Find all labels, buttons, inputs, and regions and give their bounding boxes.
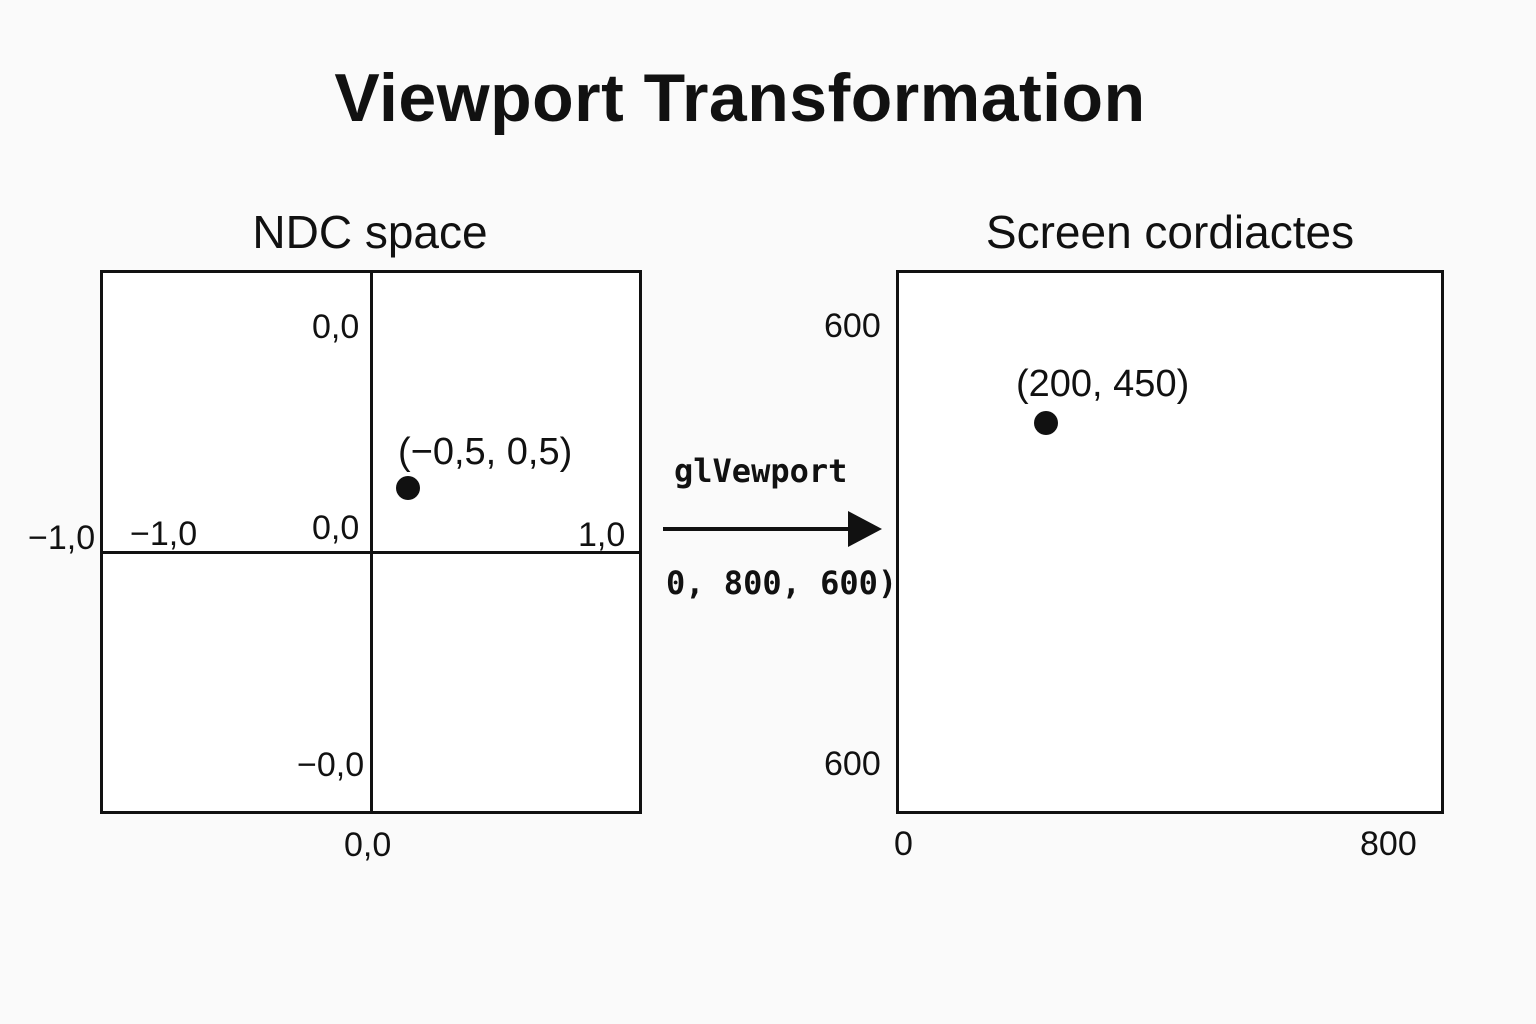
screen-left-bottom-label: 600 <box>824 745 881 783</box>
screen-bottom-left-label: 0 <box>894 825 913 863</box>
diagram-title: Viewport Transformation <box>334 60 1146 136</box>
transform-arrow-icon <box>663 511 882 547</box>
ndc-space-heading: NDC space <box>252 206 488 258</box>
viewport-args-label: 0, 800, 600) <box>666 564 898 602</box>
screen-bottom-right-label: 800 <box>1360 825 1417 863</box>
ndc-origin-label: 0,0 <box>312 509 360 547</box>
screen-coordinates-heading: Screen cordiactes <box>985 206 1355 258</box>
ndc-top-label: 0,0 <box>312 308 360 346</box>
screen-point-dot <box>1034 411 1058 435</box>
ndc-vertical-axis <box>370 272 373 812</box>
ndc-bottom-inside-label: −0,0 <box>297 746 365 784</box>
ndc-inside-left-label: −1,0 <box>130 515 198 553</box>
ndc-point-label: (−0,5, 0,5) <box>398 431 573 473</box>
ndc-outside-left-label: −1,0 <box>28 519 96 557</box>
ndc-horizontal-axis <box>102 551 640 554</box>
screen-coordinates-box <box>896 270 1444 814</box>
viewport-function-label: glVewport <box>674 452 848 490</box>
ndc-point-dot <box>396 476 420 500</box>
ndc-bottom-label: 0,0 <box>344 826 392 864</box>
screen-point-label: (200, 450) <box>1016 363 1190 405</box>
screen-left-top-label: 600 <box>824 307 881 345</box>
ndc-right-label: 1,0 <box>578 516 626 554</box>
